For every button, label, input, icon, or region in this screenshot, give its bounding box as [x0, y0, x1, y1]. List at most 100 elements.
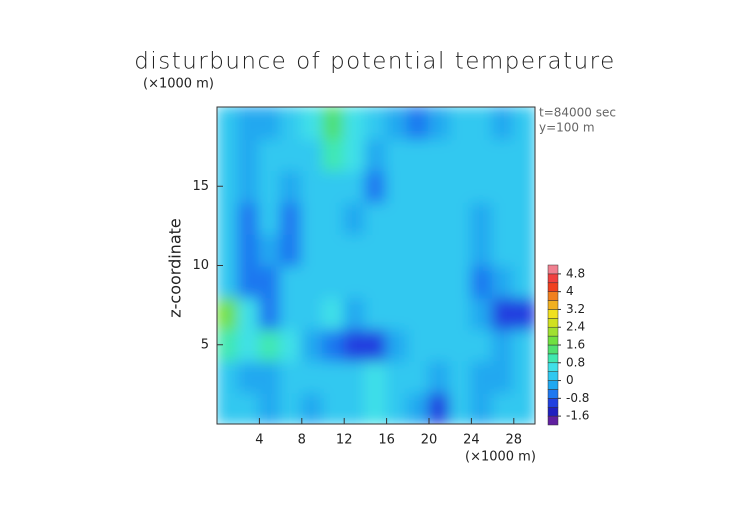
field-cell	[300, 201, 324, 235]
field-cell	[491, 137, 515, 172]
field-cell	[237, 391, 261, 424]
field-cell	[300, 391, 324, 424]
field-cell	[428, 391, 452, 424]
field-cell	[279, 327, 303, 362]
field-cell	[343, 107, 367, 140]
colorbar-box	[547, 389, 559, 399]
field-cell	[343, 359, 367, 394]
field-cell	[406, 391, 430, 424]
colorbar-box	[547, 318, 559, 328]
field-cell	[385, 232, 409, 267]
field-cell	[300, 296, 324, 330]
field-cell	[385, 359, 409, 394]
field-cell	[512, 296, 535, 330]
x-unit: (×1000 m)	[465, 450, 536, 465]
colorbar-label: 0.8	[566, 355, 585, 369]
field-cell	[364, 107, 388, 140]
field-cell	[406, 359, 430, 394]
field-cell	[470, 232, 494, 267]
field-cell	[470, 296, 494, 330]
field-cell	[364, 359, 388, 394]
colorbar-box	[547, 264, 559, 275]
field-cell	[343, 391, 367, 424]
field-cell	[512, 107, 535, 140]
colorbar-box	[547, 344, 559, 355]
field-cell	[491, 169, 515, 204]
field-cell	[300, 264, 324, 299]
field-cell	[237, 137, 261, 172]
colorbar-box	[547, 371, 559, 381]
annotation: y=100 m	[539, 121, 595, 135]
field-cell	[364, 232, 388, 267]
field-cell	[428, 264, 452, 299]
colorbar-box	[547, 273, 559, 284]
field-cell	[406, 137, 430, 172]
field-cell	[470, 391, 494, 424]
field-cell	[406, 327, 430, 362]
field-cell	[449, 296, 473, 330]
field-cell	[385, 296, 409, 330]
field-cell	[512, 327, 535, 362]
field-cell	[512, 201, 535, 235]
field-cell	[300, 169, 324, 204]
field-cell	[217, 264, 240, 299]
field-cell	[491, 264, 515, 299]
field-cell	[364, 327, 388, 362]
field-cell	[449, 107, 473, 140]
colorbar-box	[547, 335, 559, 346]
field-cell	[322, 264, 346, 299]
field-cell	[217, 359, 240, 394]
field-cell	[237, 107, 261, 140]
colorbar-box	[547, 380, 559, 390]
field-cell	[217, 232, 240, 267]
x-tick-label: 28	[506, 433, 523, 448]
field-cell	[364, 296, 388, 330]
field-cell	[364, 201, 388, 235]
field-cell	[406, 169, 430, 204]
y-axis-label: z-coordinate	[166, 218, 185, 318]
field-cell	[322, 137, 346, 172]
colorbar-box	[547, 362, 559, 372]
field-cell	[364, 391, 388, 424]
field-cell	[428, 107, 452, 140]
field-cell	[343, 232, 367, 267]
x-tick-label: 12	[336, 433, 353, 448]
colorbar-label: 4.8	[566, 266, 585, 280]
field-cell	[491, 107, 515, 140]
field-cell	[449, 391, 473, 424]
x-tick-label: 24	[463, 433, 480, 448]
annotation: t=84000 sec	[539, 106, 616, 120]
field-cell	[428, 137, 452, 172]
field-cell	[449, 137, 473, 172]
colorbar-box	[547, 398, 559, 408]
field-cell	[406, 107, 430, 140]
field-cell	[343, 296, 367, 330]
field-cell	[449, 264, 473, 299]
field-cell	[428, 169, 452, 204]
field-cell	[385, 169, 409, 204]
colorbar-label: 1.6	[566, 338, 585, 352]
field-cell	[322, 359, 346, 394]
field-cell	[491, 327, 515, 362]
field-cell	[428, 359, 452, 394]
field-cell	[512, 264, 535, 299]
field-cell	[512, 232, 535, 267]
colorbar-label: -1.6	[566, 409, 589, 423]
field-cell	[470, 107, 494, 140]
field-cell	[258, 137, 282, 172]
field-cell	[470, 359, 494, 394]
colorbar-box	[547, 300, 559, 310]
field-cell	[491, 359, 515, 394]
field-cell	[406, 264, 430, 299]
field	[217, 107, 535, 424]
field-cell	[217, 107, 240, 140]
colorbar-label: 4	[566, 284, 574, 298]
y-tick-label: 15	[192, 179, 209, 194]
field-cell	[343, 327, 367, 362]
field-cell	[512, 169, 535, 204]
colorbar-label: 2.4	[566, 320, 585, 334]
x-tick-label: 20	[421, 433, 438, 448]
y-tick-label: 10	[192, 258, 209, 273]
colorbar-label: -0.8	[566, 391, 589, 405]
field-cell	[279, 137, 303, 172]
